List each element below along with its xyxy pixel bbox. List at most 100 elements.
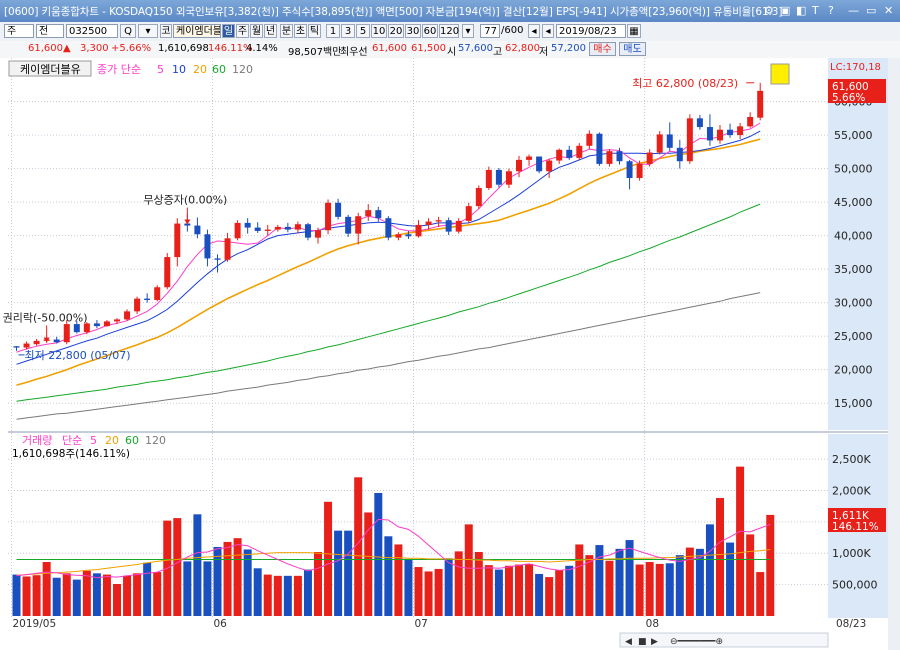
price-legend-ma20: 20 (193, 63, 207, 76)
search-icon[interactable]: Q (120, 24, 136, 38)
candle-body (465, 206, 472, 221)
signal-marker[interactable] (770, 63, 790, 85)
price-change-pct: +5.66% (111, 43, 152, 54)
candle-body (284, 226, 291, 230)
tab-period-6[interactable]: 틱 (308, 24, 321, 38)
volume-tag-value: 1,611K (832, 510, 870, 522)
tab-minute-10[interactable]: 10 (371, 24, 387, 38)
candle (717, 125, 723, 144)
scrollbar[interactable] (888, 58, 900, 650)
volume-bar (595, 545, 604, 616)
candle-body (234, 222, 241, 239)
close-icon[interactable]: ✕ (884, 4, 894, 17)
candle-body (335, 202, 342, 217)
volume-legend-ma20: 20 (105, 434, 119, 447)
tab-period-2[interactable]: 월 (250, 24, 263, 38)
volume-bar (504, 565, 513, 616)
calendar-icon[interactable]: ▦ (627, 24, 641, 38)
tab-minute-20[interactable]: 20 (388, 24, 404, 38)
scope-select[interactable]: 전 (36, 24, 64, 38)
price-ma120-line (16, 292, 761, 420)
candle-body (586, 133, 593, 146)
stop-icon[interactable]: ■ (638, 637, 647, 647)
volume-bar (133, 573, 142, 616)
priority-label: 최우선 (340, 47, 368, 58)
annotations: 최고 62,800 (08/23) 최저 22,800 (05/07) 무상증자(0… (3, 77, 755, 362)
candle (274, 224, 281, 232)
data-count-input[interactable]: 77 (480, 24, 500, 38)
current-price: 61,600 (28, 43, 63, 54)
candle-body (164, 257, 171, 288)
time-tick-label-2: 07 (415, 618, 428, 630)
stock-code-input[interactable]: 032500 (66, 24, 118, 38)
volume-bar (675, 555, 684, 616)
tab-period-1[interactable]: 주 (236, 24, 249, 38)
buy-button[interactable]: 매수 (589, 42, 616, 56)
candle-body (114, 319, 120, 322)
tab-period-0[interactable]: 일 (222, 24, 235, 38)
volume-bar (374, 492, 383, 616)
tab-minute-3[interactable]: 3 (341, 24, 355, 38)
volume-bar (736, 466, 745, 616)
candle-body (264, 229, 271, 231)
chart-area[interactable]: 최고 62,800 (08/23) 최저 22,800 (05/07) 무상증자(0… (0, 58, 900, 650)
candle-body (596, 133, 603, 164)
maximize-icon[interactable]: ▭ (866, 4, 877, 17)
history-icon[interactable]: ◂ (542, 24, 554, 38)
volume-bar (615, 548, 624, 616)
candle (114, 318, 120, 325)
zoom-slider-icon[interactable]: ⊖━━━━━━━⊕ (670, 637, 723, 647)
help-icon[interactable]: ? (828, 4, 834, 17)
candle (686, 114, 693, 164)
candle (214, 254, 221, 273)
candle (204, 229, 211, 267)
chart-icon[interactable]: ◧ (796, 4, 807, 17)
candle (727, 123, 734, 138)
candle (33, 338, 40, 346)
next-icon[interactable]: ▶ (651, 637, 658, 647)
candle (395, 232, 402, 241)
candle (475, 185, 482, 209)
tab-minute-30[interactable]: 30 (405, 24, 421, 38)
candle-body (294, 224, 301, 230)
minimize-icon[interactable]: — (848, 4, 859, 17)
zoom-icon[interactable]: ▾ (138, 24, 158, 38)
time-tick-label-3: 08 (646, 618, 659, 630)
candle-body (184, 223, 191, 226)
dropdown-arrow-icon[interactable]: ▾ (462, 24, 474, 38)
tab-minute-60[interactable]: 60 (422, 24, 438, 38)
tab-period-3[interactable]: 년 (264, 24, 277, 38)
price-tick-label-1: 20,000 (834, 364, 873, 377)
candle-body (33, 340, 40, 345)
volume-tick-label-3: 2,000K (832, 484, 871, 497)
volume-bar (213, 546, 222, 616)
price-tick-label-3: 30,000 (834, 297, 873, 310)
text-tool-icon[interactable]: T (812, 4, 819, 17)
spinner-icon[interactable]: ◂ (528, 24, 540, 38)
volume-bar (535, 573, 544, 616)
period-select[interactable]: 주 (4, 24, 34, 38)
candle-body (747, 116, 754, 127)
volume-bar (444, 558, 453, 616)
pin-icon[interactable]: ▣ (780, 4, 791, 17)
candle (234, 220, 241, 241)
candle-body (395, 234, 402, 238)
volume-bar (263, 574, 272, 616)
sell-button[interactable]: 매도 (619, 42, 646, 56)
tab-minute-5[interactable]: 5 (356, 24, 370, 38)
date-input[interactable]: 2019/08/23 (556, 24, 626, 38)
volume-bar (494, 569, 503, 616)
candle-body (505, 171, 512, 185)
candle (445, 217, 452, 235)
candle-body (73, 324, 80, 333)
market-button[interactable]: 코 (160, 24, 172, 38)
tab-period-5[interactable]: 초 (294, 24, 307, 38)
settings-icon[interactable]: ⚙ (764, 4, 774, 17)
prev-icon[interactable]: ◀ (625, 637, 632, 647)
volume-legend-ma60: 60 (125, 434, 139, 447)
volume-ma5-line (16, 518, 771, 579)
tab-period-4[interactable]: 분 (280, 24, 293, 38)
price-legend-box[interactable] (8, 60, 92, 77)
tab-minute-1[interactable]: 1 (326, 24, 340, 38)
tab-minute-120[interactable]: 120 (439, 24, 460, 38)
